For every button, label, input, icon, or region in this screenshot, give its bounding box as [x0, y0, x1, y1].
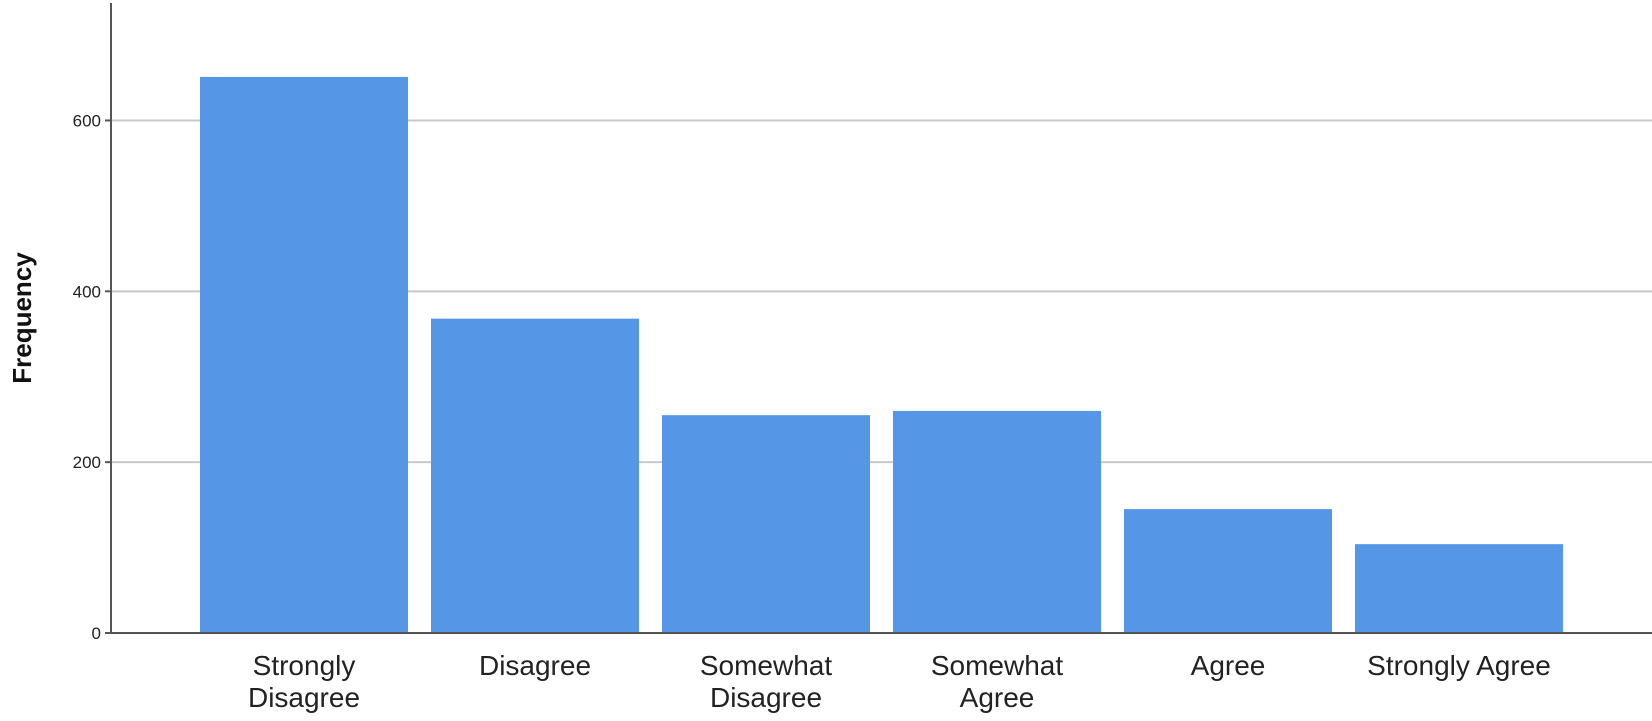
- bars: [200, 76, 1563, 634]
- bar-0: [200, 76, 408, 634]
- y-tick-label-400: 400: [73, 282, 101, 301]
- x-tick-label-1-line-0: Disagree: [479, 650, 591, 681]
- bar-3: [893, 410, 1101, 633]
- bar-2: [662, 415, 870, 633]
- x-tick-label-2: Somewhat Disagree: [700, 650, 833, 713]
- y-tick-label-600: 600: [73, 111, 101, 130]
- y-tick-label-200: 200: [73, 453, 101, 472]
- x-tick-label-4: Agree: [1191, 650, 1266, 681]
- x-tick-label-1: Disagree: [479, 650, 591, 681]
- y-tick-label-0: 0: [92, 624, 101, 643]
- x-tick-label-3-line-0: Somewhat: [931, 650, 1064, 681]
- x-tick-label-0: Strongly Disagree: [248, 650, 360, 713]
- bar-5: [1355, 544, 1563, 633]
- x-tick-label-3: Somewhat Agree: [931, 650, 1064, 713]
- y-tick-labels: 0 200 400 600: [73, 111, 111, 643]
- x-tick-label-0-line-0: Strongly: [253, 650, 356, 681]
- bar-1: [431, 318, 639, 633]
- x-tick-label-5: Strongly Agree: [1367, 650, 1551, 681]
- x-tick-label-4-line-0: Agree: [1191, 650, 1266, 681]
- x-tick-label-3-line-1: Agree: [960, 682, 1035, 713]
- x-tick-label-5-line-0: Strongly Agree: [1367, 650, 1551, 681]
- y-axis-title: Frequency: [7, 252, 37, 384]
- x-tick-label-2-line-1: Disagree: [710, 682, 822, 713]
- x-tick-label-2-line-0: Somewhat: [700, 650, 833, 681]
- bar-4: [1124, 509, 1332, 633]
- axes: [110, 3, 1652, 634]
- x-tick-label-0-line-1: Disagree: [248, 682, 360, 713]
